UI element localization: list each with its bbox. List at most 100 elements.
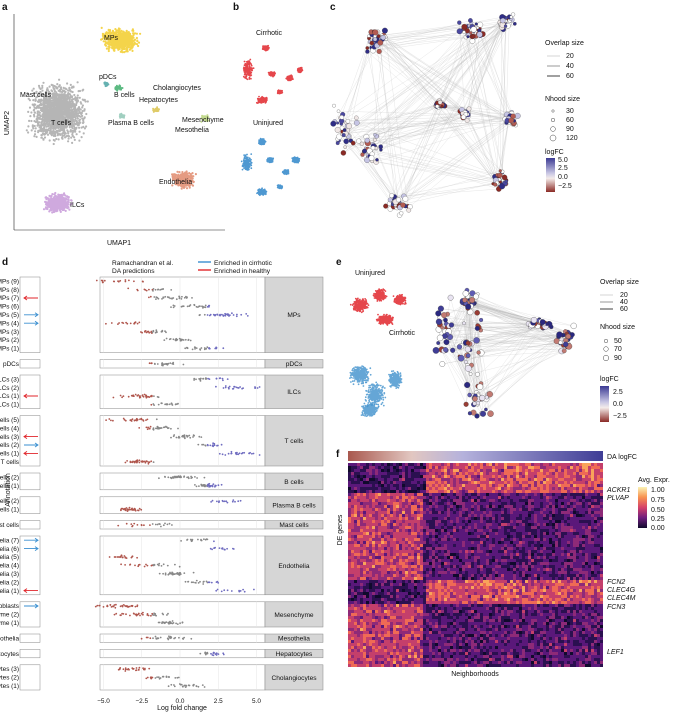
- da-point: [240, 452, 243, 455]
- da-point: [161, 402, 163, 405]
- da-point: [205, 347, 208, 350]
- da-point: [113, 613, 116, 616]
- heatmap-row-cells: [573, 511, 576, 514]
- da-point: [122, 613, 125, 615]
- da-point: [225, 500, 228, 503]
- heatmap-row-cells: [393, 661, 396, 664]
- heatmap-row-cells: [381, 484, 426, 487]
- da-point: [212, 483, 215, 485]
- da-point: [174, 563, 176, 566]
- heatmap-row-cells: [426, 463, 603, 466]
- heatmap-row-cells: [429, 466, 600, 469]
- heatmap-row-cells: [423, 544, 600, 547]
- da-point: [165, 331, 167, 334]
- graph-e-node: [479, 394, 486, 401]
- da-point: [135, 667, 138, 669]
- da-point: [200, 436, 203, 438]
- da-point: [164, 573, 167, 576]
- gene-label-lef1: LEF1: [607, 649, 624, 656]
- beeswarm-group: pDCs pDCs: [3, 359, 324, 369]
- da-point: [230, 450, 233, 453]
- da-point: [210, 652, 212, 655]
- da-point: [136, 288, 139, 291]
- heatmap-row-cells: [351, 538, 414, 541]
- da-point: [152, 403, 155, 405]
- da-point: [122, 417, 125, 420]
- group-arrow-frame: [19, 601, 41, 628]
- uninjured-blob-5-dots: [276, 184, 284, 190]
- da-point: [190, 637, 193, 640]
- heatmap-row-cells: [357, 466, 414, 469]
- legend-nhood-e: Nhood size 50 70 90: [600, 324, 635, 362]
- da-point: [182, 363, 185, 366]
- heatmap-row-cells: [393, 664, 600, 667]
- heatmap-row-cells: [351, 613, 390, 616]
- da-point: [151, 612, 154, 615]
- heatmap-row-cells: [354, 544, 423, 547]
- da-point: [151, 523, 154, 525]
- row-label: Cholangiocytes (1): [0, 683, 19, 690]
- da-point: [202, 581, 205, 583]
- graph-e-node: [464, 346, 471, 353]
- heatmap-row-cells: [348, 475, 420, 478]
- graph-c-node: [498, 169, 502, 173]
- da-point: [162, 572, 165, 575]
- heatmap-row-cells: [432, 511, 594, 514]
- graph-c-node: [376, 34, 381, 38]
- heatmap-row-cells: [357, 634, 600, 637]
- da-point: [149, 637, 152, 640]
- da-point: [210, 581, 213, 584]
- da-point: [193, 377, 196, 380]
- graph-c-node: [457, 20, 462, 25]
- row-label: MPs (6): [0, 304, 19, 311]
- da-point: [213, 540, 215, 543]
- heatmap-row-cells: [360, 616, 597, 619]
- da-point: [167, 685, 170, 688]
- da-point: [135, 613, 138, 616]
- graph-c-node: [389, 193, 395, 198]
- da-point: [154, 363, 156, 365]
- da-point: [147, 426, 150, 429]
- heatmap-row-cells: [348, 652, 468, 655]
- group-plot-frame: [99, 359, 266, 369]
- da-point: [201, 443, 204, 446]
- graph-e-edges: [435, 290, 574, 417]
- heatmap-row-cells: [450, 646, 498, 649]
- heatmap-row-cells: [432, 631, 603, 634]
- graph-e-node: [462, 290, 469, 297]
- da-point: [178, 565, 181, 568]
- row-label: Mesothelia: [0, 635, 19, 642]
- heatmap-row-cells: [462, 514, 585, 517]
- graph-c-node: [339, 115, 345, 120]
- svg-text:0.75: 0.75: [651, 497, 665, 504]
- graph-e-node: [467, 308, 474, 316]
- heatmap-row-cells: [366, 601, 399, 604]
- da-point: [160, 525, 162, 528]
- heatmap-row-cells: [549, 538, 552, 541]
- cluster-label-mps: MPs: [104, 35, 119, 42]
- da-point: [134, 321, 137, 324]
- row-label: MPs (2): [0, 337, 19, 344]
- da-point: [173, 434, 176, 436]
- da-point: [176, 403, 178, 405]
- graph-c-node: [330, 120, 337, 127]
- heatmap-row-cells: [468, 634, 534, 637]
- da-point: [105, 322, 107, 325]
- graph-e-node: [465, 303, 472, 310]
- graph-c-node: [334, 126, 341, 133]
- da-point: [203, 313, 206, 316]
- da-point: [231, 388, 234, 390]
- da-point: [210, 501, 213, 503]
- da-point: [197, 443, 200, 446]
- da-point: [215, 654, 218, 656]
- da-point: [226, 501, 229, 504]
- heatmap-row-cells: [348, 649, 423, 652]
- da-point: [216, 588, 219, 591]
- heatmap-row-cells: [369, 631, 597, 634]
- heatmap-row-cells: [348, 616, 411, 619]
- graph-e-node: [474, 325, 480, 331]
- da-point: [173, 684, 175, 686]
- da-point: [145, 396, 148, 398]
- svg-text:40: 40: [620, 299, 628, 306]
- cluster-label-pdcs: pDCs: [99, 74, 117, 81]
